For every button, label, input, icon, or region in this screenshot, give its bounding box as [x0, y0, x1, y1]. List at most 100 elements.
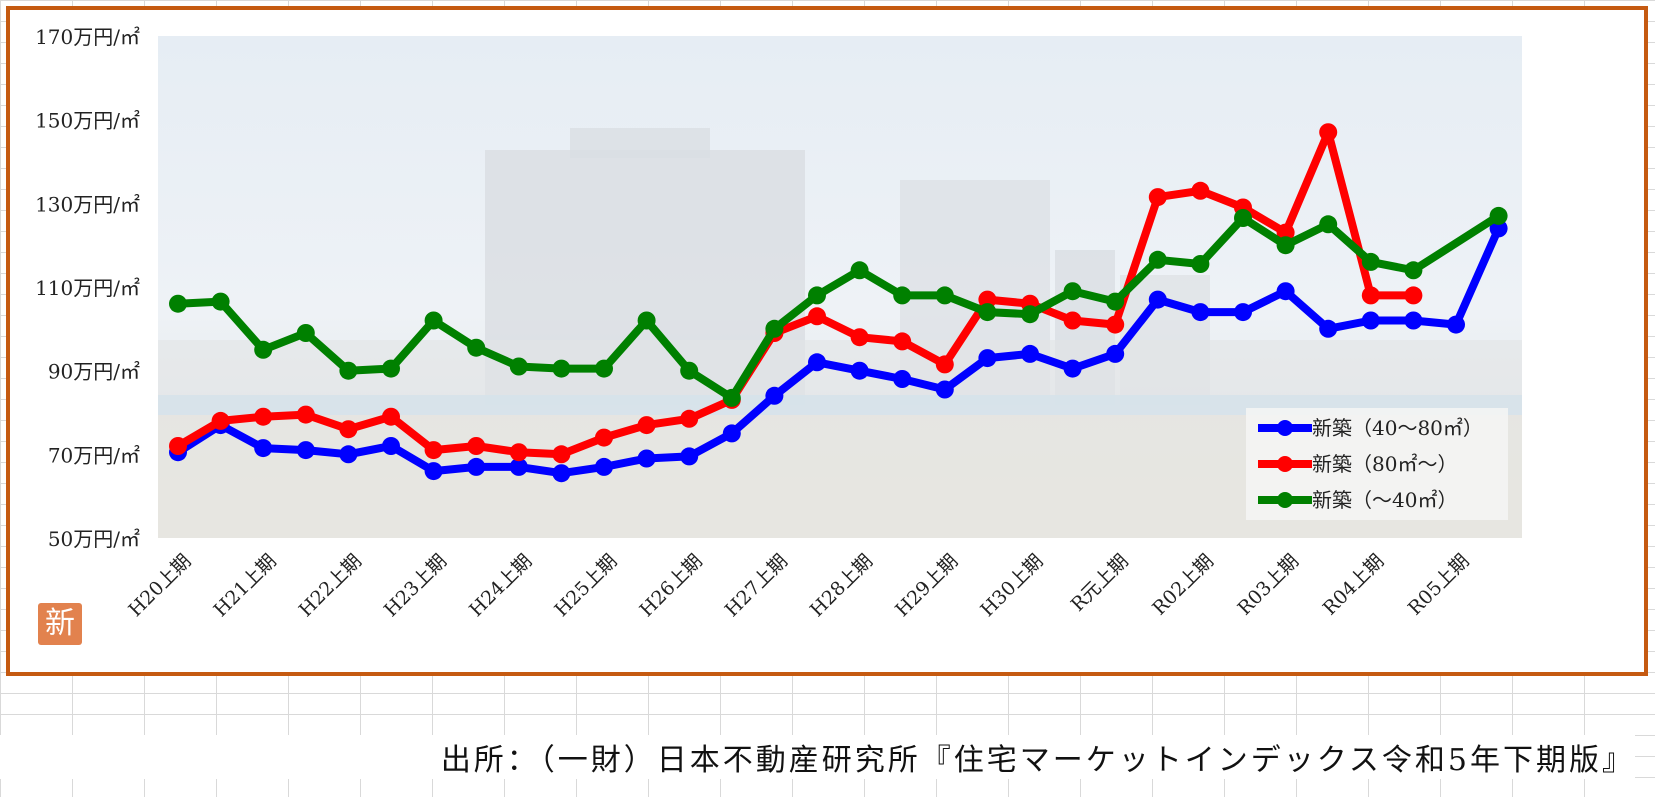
data-point	[722, 388, 741, 407]
data-point	[765, 386, 784, 405]
data-point	[935, 286, 954, 305]
data-point	[1148, 290, 1167, 309]
plot-background	[158, 36, 1522, 538]
data-point	[169, 294, 187, 313]
data-point	[296, 405, 315, 424]
data-point	[595, 428, 613, 447]
y-tick-label: 50万円/㎡	[48, 527, 140, 551]
data-point	[382, 359, 400, 378]
data-point	[978, 303, 997, 322]
data-point	[1361, 311, 1380, 330]
data-point	[595, 457, 613, 476]
data-point	[254, 407, 273, 426]
data-point	[1276, 223, 1295, 242]
data-point	[1063, 282, 1082, 301]
x-tick-label: H21上期	[209, 550, 280, 621]
data-point	[467, 338, 486, 357]
data-point	[1191, 255, 1210, 273]
data-point	[467, 437, 486, 455]
y-tick-label: 110万円/㎡	[35, 276, 140, 300]
data-point	[1234, 303, 1252, 322]
data-point	[1489, 206, 1508, 225]
x-tick-label: H27上期	[721, 550, 792, 621]
data-point	[509, 357, 528, 376]
data-point	[1319, 319, 1338, 338]
legend-marker	[1277, 492, 1293, 508]
data-point	[339, 420, 358, 439]
data-point	[595, 359, 613, 378]
data-point	[722, 424, 741, 443]
data-point	[1191, 303, 1210, 322]
legend-marker	[1277, 456, 1293, 472]
source-caption: 出所：（一財）日本不動産研究所『住宅マーケットインデックス令和5年下期版』	[0, 735, 1635, 779]
data-point	[1106, 315, 1125, 334]
x-tick-label: H23上期	[380, 550, 451, 621]
logo-badge: 新	[38, 603, 82, 645]
data-point	[893, 332, 912, 351]
data-point	[935, 380, 954, 399]
data-point	[1148, 188, 1167, 207]
data-point	[637, 449, 656, 468]
data-point	[1361, 252, 1380, 271]
data-point	[808, 353, 826, 372]
data-point	[382, 407, 400, 426]
data-point	[467, 457, 486, 476]
legend-marker	[1277, 420, 1293, 436]
data-point	[424, 462, 443, 481]
data-point	[509, 457, 528, 476]
data-point	[1404, 286, 1423, 305]
data-point	[211, 292, 230, 311]
x-tick-label: H26上期	[635, 550, 706, 621]
data-point	[850, 361, 869, 380]
legend-label: 新築（～40㎡）	[1312, 488, 1457, 512]
data-point	[1319, 123, 1338, 142]
legend-label: 新築（80㎡～）	[1312, 452, 1457, 476]
data-point	[552, 464, 571, 483]
series-layer	[169, 123, 1508, 483]
data-point	[935, 355, 954, 374]
data-point	[382, 437, 400, 455]
data-point	[680, 409, 699, 428]
legend: 新築（40～80㎡） 新築（80㎡～） 新築（～40㎡）	[1246, 408, 1508, 520]
data-point	[1361, 286, 1380, 305]
data-point	[509, 443, 528, 462]
x-tick-label: H29上期	[891, 550, 962, 621]
data-point	[296, 441, 315, 460]
data-point	[808, 286, 826, 305]
data-point	[1148, 250, 1167, 269]
series-group	[169, 206, 1508, 407]
data-point	[1063, 359, 1082, 378]
x-tick-label: H25上期	[550, 550, 621, 621]
data-point	[850, 261, 869, 280]
data-point	[552, 359, 571, 378]
x-tick-label: R03上期	[1233, 550, 1303, 620]
x-tick-label: R05上期	[1404, 550, 1474, 620]
data-point	[211, 411, 230, 430]
data-point	[1276, 236, 1295, 255]
data-point	[424, 441, 443, 460]
data-point	[637, 311, 656, 330]
x-tick-label: R元上期	[1067, 550, 1133, 616]
data-point	[1489, 219, 1508, 238]
data-point	[765, 319, 784, 338]
data-point	[254, 340, 273, 359]
data-point	[339, 445, 358, 464]
x-tick-label: H22上期	[295, 550, 366, 621]
y-axis: 170万円/㎡ 150万円/㎡ 130万円/㎡ 110万円/㎡ 90万円/㎡ 70万円/㎡…	[35, 25, 140, 551]
y-tick-label: 150万円/㎡	[35, 109, 140, 133]
y-tick-label: 90万円/㎡	[48, 360, 140, 384]
data-point	[680, 447, 699, 466]
data-point	[1276, 282, 1295, 301]
x-tick-label: R02上期	[1148, 550, 1218, 620]
x-axis: H20上期 H21上期 H22上期 H23上期 H24上期 H25上期 H26上期 H27上期…	[124, 550, 1473, 621]
data-point	[808, 307, 826, 326]
data-point	[1063, 311, 1082, 330]
data-point	[339, 361, 358, 380]
legend-label: 新築（40～80㎡）	[1312, 416, 1483, 440]
data-point	[1106, 292, 1125, 311]
data-point	[1106, 344, 1125, 363]
data-point	[424, 311, 443, 330]
data-point	[169, 437, 187, 455]
data-point	[254, 439, 273, 458]
x-tick-label: R04上期	[1319, 550, 1389, 620]
